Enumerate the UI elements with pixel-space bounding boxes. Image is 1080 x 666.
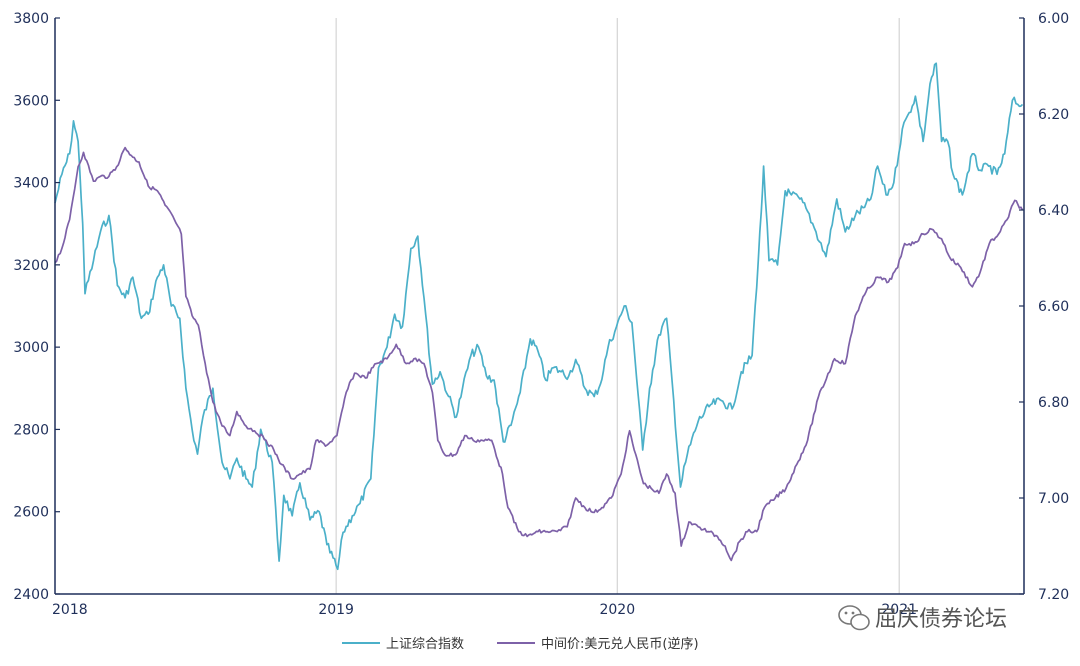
left-tick-label: 2600 [13, 505, 49, 521]
right-tick-label: 6.80 [1038, 395, 1069, 411]
left-tick-label: 3200 [13, 258, 49, 274]
series-line-sse-composite [54, 62, 1024, 571]
right-tick-label: 6.00 [1038, 11, 1069, 27]
series-layer [54, 62, 1024, 571]
x-tick-label: 2019 [318, 602, 354, 618]
right-tick-label: 6.20 [1038, 107, 1069, 123]
legend-label-sse: 上证综合指数 [386, 637, 464, 652]
right-tick-label: 6.60 [1038, 299, 1069, 315]
legend: 上证综合指数 中间价:美元兑人民币(逆序) [342, 636, 699, 652]
x-tick-label: 2021 [881, 602, 917, 618]
series-line-usdcny-midpoint [54, 146, 1024, 562]
axes: 2018 2019 2020 2021 2400 2600 2800 3000 3200 3400… [13, 11, 1069, 618]
right-tick-label: 7.00 [1038, 491, 1069, 507]
right-tick-label: 7.20 [1038, 587, 1069, 603]
x-tick-label: 2020 [599, 602, 635, 618]
left-tick-label: 3000 [13, 340, 49, 356]
left-tick-label: 2400 [13, 587, 49, 603]
left-tick-label: 3800 [13, 11, 49, 27]
wechat-icon [838, 605, 870, 631]
year-gridlines [335, 18, 900, 594]
left-tick-label: 3400 [13, 176, 49, 192]
watermark-text: 屈庆债券论坛 [875, 607, 1007, 632]
right-tick-label: 6.40 [1038, 203, 1069, 219]
left-tick-label: 3600 [13, 93, 49, 109]
left-tick-label: 2800 [13, 422, 49, 438]
legend-label-usdcny: 中间价:美元兑人民币(逆序) [541, 636, 699, 652]
watermark: 屈庆债券论坛 [838, 605, 1007, 632]
x-tick-label: 2018 [52, 602, 88, 618]
